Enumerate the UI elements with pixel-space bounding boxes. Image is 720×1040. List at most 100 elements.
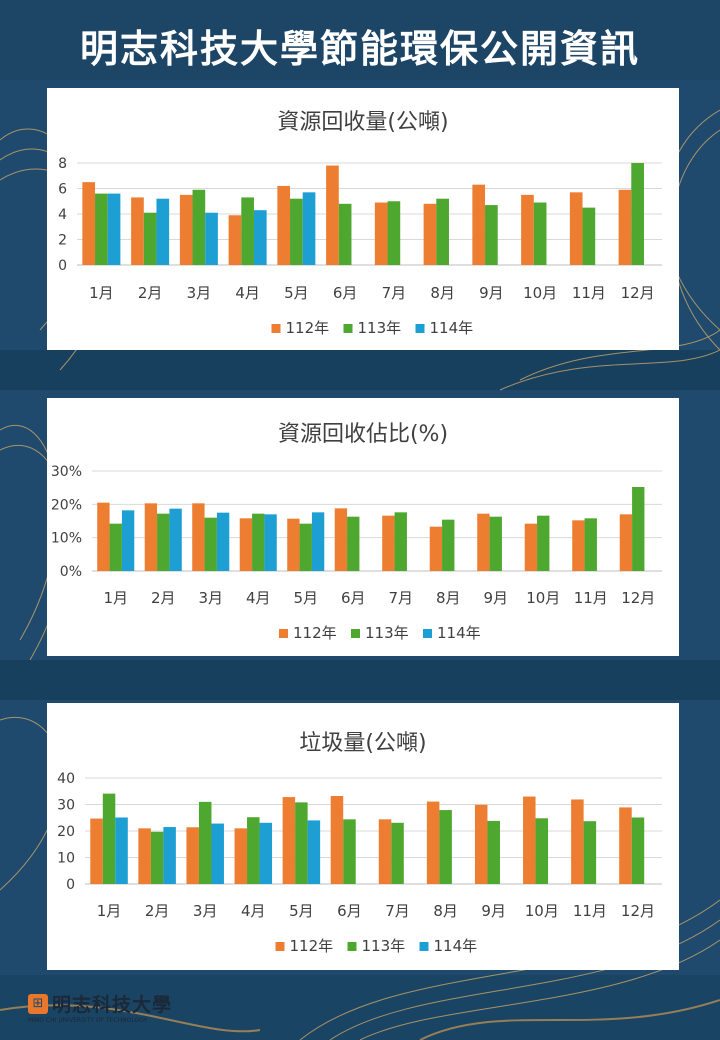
bar [426, 801, 440, 884]
bar [211, 823, 224, 884]
university-logo: ⊞ 明志科技大學 MING CHI UNIVERSITY OF TECHNOLO… [28, 990, 198, 1026]
y-tick-label: 8 [58, 156, 67, 172]
x-tick-label: 2月 [151, 589, 176, 607]
bar [583, 821, 597, 884]
x-tick-label: 10月 [525, 902, 559, 920]
bar [382, 515, 395, 571]
x-tick-label: 8月 [430, 284, 455, 302]
legend-swatch [419, 942, 429, 951]
y-tick-label: 40 [57, 771, 75, 787]
y-tick-label: 10% [51, 531, 82, 547]
bar [474, 804, 488, 884]
x-tick-label: 9月 [483, 589, 508, 607]
x-tick-label: 5月 [284, 284, 309, 302]
bar [241, 197, 254, 265]
bar [150, 831, 164, 884]
bar [205, 212, 218, 265]
chart-recycling-amount: 0 2 4 6 8 1月 2月 3月 4月 5月 6月 7月 8月 9月 10月 11月 12月 112年 113年… [58, 156, 662, 337]
emblem-icon: ⊞ [28, 994, 48, 1014]
bar [95, 193, 108, 265]
bar [632, 487, 645, 571]
bar [338, 203, 352, 265]
x-tick-label: 7月 [382, 284, 407, 302]
x-tick-label: 8月 [436, 589, 461, 607]
bar [442, 519, 455, 571]
x-tick-label: 6月 [333, 284, 358, 302]
x-tick-label: 3月 [193, 902, 218, 920]
y-tick-label: 2 [58, 233, 67, 249]
legend-label: 113年 [358, 319, 402, 337]
bar [343, 819, 356, 884]
bar [387, 201, 401, 265]
bar [169, 508, 182, 571]
bar [347, 516, 360, 571]
chart-panel-garbage-amount: 垃圾量(公噸) 0 10 20 30 40 1月 2月 3月 4月 5月 6月 7月 8月 9月 10月 11… [47, 703, 679, 970]
x-tick-label: 6月 [337, 902, 362, 920]
y-tick-label: 20 [57, 824, 75, 840]
y-tick-label: 30 [57, 798, 75, 814]
bar [571, 799, 584, 884]
bar [582, 207, 596, 265]
bar [179, 194, 193, 265]
bar [619, 514, 633, 571]
bar [144, 503, 158, 571]
bar [107, 193, 121, 265]
legend-label: 114年 [430, 319, 474, 337]
bar [472, 184, 486, 265]
y-tick-label: 30% [51, 464, 82, 480]
bar [334, 508, 348, 571]
chart-recycling-ratio: 0% 10% 20% 30% 1月 2月 3月 4月 5月 6月 7月 8月 9月 10月 11月 12月 11… [51, 464, 662, 642]
bar [523, 796, 536, 884]
x-tick-label: 12月 [621, 284, 655, 302]
bar [394, 512, 407, 571]
bar [253, 210, 267, 265]
bar [584, 518, 597, 571]
bar [436, 198, 449, 265]
bar [631, 817, 645, 884]
x-tick-label: 4月 [241, 902, 266, 920]
logo-subtitle: MING CHI UNIVERSITY OF TECHNOLOGY [28, 1017, 148, 1024]
bar [264, 514, 277, 571]
bar [631, 163, 644, 265]
x-tick-label: 10月 [526, 589, 560, 607]
bar [569, 192, 583, 265]
chart-title: 資源回收佔比(%) [277, 422, 449, 447]
legend-swatch [423, 629, 432, 638]
bar [533, 202, 547, 265]
x-tick-label: 4月 [235, 284, 260, 302]
x-tick-label: 3月 [198, 589, 223, 607]
legend-swatch [343, 324, 353, 333]
bar [423, 203, 437, 265]
legend-label: 113年 [365, 624, 409, 642]
bar [302, 192, 316, 265]
bar [234, 828, 248, 884]
bar [299, 523, 312, 571]
x-tick-label: 11月 [574, 589, 608, 607]
y-tick-label: 0 [58, 258, 67, 274]
bar [277, 185, 291, 265]
bar [109, 523, 122, 571]
x-tick-label: 11月 [573, 902, 607, 920]
legend-label: 113年 [362, 937, 406, 955]
y-tick-label: 0 [66, 877, 75, 893]
x-tick-label: 7月 [385, 902, 410, 920]
bar [216, 512, 230, 571]
legend-swatch [347, 942, 357, 951]
x-tick-label: 4月 [246, 589, 271, 607]
x-tick-label: 1月 [103, 589, 128, 607]
chart-title: 垃圾量(公噸) [299, 731, 427, 756]
chart-garbage-amount: 0 10 20 30 40 1月 2月 3月 4月 5月 6月 7月 8月 9月 10月 11月 12月 112年… [57, 771, 662, 955]
bar [198, 801, 212, 884]
bar [374, 202, 388, 265]
bar [143, 212, 157, 265]
bar [439, 810, 452, 884]
x-tick-label: 3月 [187, 284, 212, 302]
bar [131, 197, 144, 265]
y-tick-label: 10 [57, 851, 75, 867]
x-tick-label: 2月 [145, 902, 170, 920]
x-tick-label: 1月 [89, 284, 114, 302]
x-tick-label: 10月 [523, 284, 557, 302]
y-tick-label: 20% [51, 497, 82, 513]
bar [295, 802, 308, 884]
bar [163, 827, 176, 884]
